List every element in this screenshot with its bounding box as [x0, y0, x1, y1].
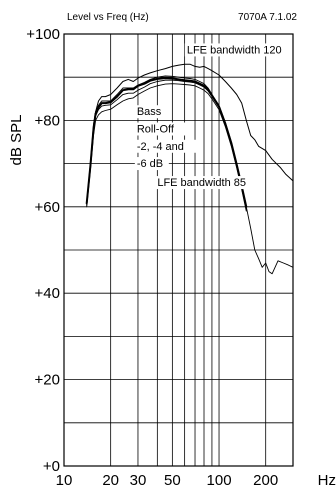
series-line: [85, 77, 248, 208]
y-tick-label: +20: [35, 372, 60, 389]
annotation-label: -2, -4 and: [137, 141, 184, 153]
tick-layer: +100 +80 +60 +40 +20 +010 20 30 50 100 200 Hz: [26, 26, 336, 486]
x-tick-label: 100: [207, 472, 232, 486]
x-tick-label: 50: [164, 472, 181, 486]
y-tick-label: +100: [26, 26, 60, 43]
x-tick-label: 200: [253, 472, 278, 486]
series-line: [86, 83, 247, 212]
x-tick-label: 30: [130, 472, 147, 486]
x-tick-label: Hz: [318, 472, 336, 486]
annotation-label: LFE bandwidth 120: [187, 44, 282, 56]
annotation-layer: LFE bandwidth 120 Bass Roll-Off -2, -4 and -…: [134, 43, 291, 190]
grid-layer: [64, 33, 293, 466]
series-line: [86, 63, 294, 203]
annotation-label: LFE bandwidth 85: [157, 177, 246, 189]
plot-frame: [63, 33, 294, 467]
annotation-background: [134, 105, 163, 119]
series-line: [245, 206, 294, 275]
annotation-background: [134, 157, 169, 171]
y-tick-label: +80: [35, 112, 60, 129]
x-tick-label: 20: [102, 472, 119, 486]
annotation-background: [184, 43, 291, 57]
annotation-label: -6 dB: [137, 158, 163, 170]
y-tick-label: +0: [43, 458, 60, 475]
chart-title-left: Level vs Freq (Hz): [67, 12, 149, 23]
annotation-background: [134, 139, 199, 153]
y-axis-label: dB SPL: [8, 115, 25, 166]
annotation-background: [134, 122, 187, 136]
annotation-label: Roll-Off: [137, 123, 175, 135]
series-layer: [85, 63, 294, 275]
y-tick-label: +40: [35, 285, 60, 302]
chart-title-right: 7070A 7.1.02: [238, 12, 297, 23]
annotation-label: Bass: [137, 106, 162, 118]
y-tick-label: +60: [35, 199, 60, 216]
annotation-background: [155, 176, 256, 190]
x-tick-label: 10: [56, 472, 73, 486]
